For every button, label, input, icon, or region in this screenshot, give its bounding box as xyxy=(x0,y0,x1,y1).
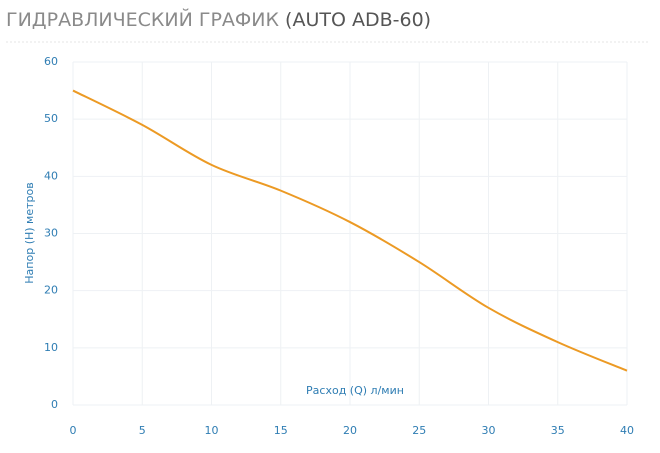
y-tick-label: 50 xyxy=(44,112,58,125)
y-tick-label: 0 xyxy=(51,398,58,411)
y-tick-label: 30 xyxy=(44,227,58,240)
x-tick-label: 35 xyxy=(551,424,565,437)
x-axis-label: Расход (Q) л/мин xyxy=(306,384,404,397)
x-tick-label: 30 xyxy=(482,424,496,437)
chart-title: ГИДРАВЛИЧЕСКИЙ ГРАФИК (AUTO ADB-60) xyxy=(6,8,431,31)
x-tick-label: 0 xyxy=(70,424,77,437)
x-tick-label: 25 xyxy=(412,424,426,437)
title-model: (AUTO ADB-60) xyxy=(285,9,431,31)
x-tick-label: 10 xyxy=(205,424,219,437)
x-tick-label: 40 xyxy=(620,424,634,437)
x-tick-label: 20 xyxy=(343,424,357,437)
series-line xyxy=(72,89,628,372)
y-tick-label: 10 xyxy=(44,341,58,354)
y-tick-label: 20 xyxy=(44,284,58,297)
y-axis-label: Напор (H) метров xyxy=(23,182,36,283)
y-tick-label: 60 xyxy=(44,55,58,68)
x-tick-label: 5 xyxy=(139,424,146,437)
x-tick-label: 15 xyxy=(274,424,288,437)
y-tick-label: 40 xyxy=(44,169,58,182)
title-main: ГИДРАВЛИЧЕСКИЙ ГРАФИК xyxy=(6,8,279,31)
